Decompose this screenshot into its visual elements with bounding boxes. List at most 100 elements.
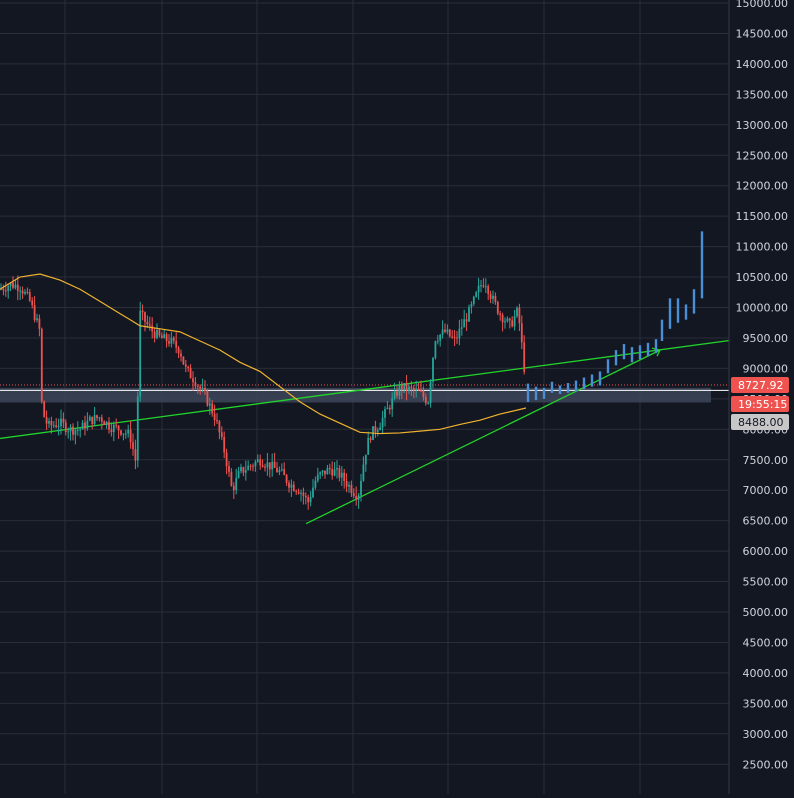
candle-body <box>475 292 478 297</box>
candle-body <box>213 413 216 421</box>
candle-body <box>369 437 372 440</box>
candle-body <box>384 409 386 418</box>
candle-body <box>254 461 257 467</box>
candle-body <box>520 323 523 343</box>
candle-body <box>480 285 482 287</box>
candle-body <box>343 472 346 482</box>
projection-bar <box>606 359 610 374</box>
candle-body <box>496 301 499 314</box>
candle-body <box>50 421 53 426</box>
candle-body <box>21 290 24 294</box>
candle-body <box>376 430 379 432</box>
candle-body <box>139 310 142 397</box>
candle-body <box>424 396 427 404</box>
candle-body <box>415 388 418 391</box>
candle-body <box>117 425 120 431</box>
candle-body <box>441 329 444 335</box>
countdown-badge <box>731 396 789 412</box>
candle-body <box>472 296 475 305</box>
candle-body <box>91 416 94 425</box>
candle-body <box>355 495 358 500</box>
ma-value-label: 8488.00 <box>738 416 784 429</box>
projection-bar <box>558 385 562 394</box>
candle-body <box>453 336 456 338</box>
price-zone[interactable] <box>0 387 711 403</box>
projection-bar <box>542 387 546 399</box>
candle-body <box>141 310 144 313</box>
candle-body <box>256 459 259 462</box>
candle-body <box>261 465 264 467</box>
projection-bar <box>630 347 634 363</box>
candle-body <box>477 285 480 293</box>
candle-body <box>100 417 103 422</box>
candle-body <box>278 470 281 473</box>
price-tick-label: 5000.00 <box>743 606 789 619</box>
projection-bar <box>566 383 570 393</box>
candle-body <box>386 407 389 410</box>
candle-body <box>172 337 175 341</box>
candle-body <box>244 470 247 473</box>
candle-body <box>33 305 36 321</box>
candle-body <box>98 417 101 419</box>
candle-body <box>120 430 122 435</box>
candle-body <box>247 465 250 471</box>
candle-body <box>28 292 31 301</box>
candle-body <box>2 288 5 291</box>
candle-body <box>319 472 322 475</box>
candle-body <box>494 295 497 302</box>
projection-bar <box>676 298 680 323</box>
candle-body <box>321 470 324 473</box>
candle-body <box>427 402 430 404</box>
candle-body <box>74 429 77 435</box>
candle-body <box>492 295 494 299</box>
candle-body <box>463 319 466 328</box>
candle-body <box>124 433 127 435</box>
candle-body <box>43 401 46 418</box>
zone-rect[interactable] <box>0 387 711 403</box>
projection-bar <box>692 289 696 314</box>
candle-body <box>283 469 286 476</box>
candle-body <box>12 282 14 288</box>
candle-body <box>523 342 526 372</box>
candle-body <box>132 442 134 450</box>
candle-body <box>273 461 276 468</box>
candle-body <box>96 415 98 419</box>
candle-body <box>204 387 206 391</box>
candle-body <box>422 390 425 397</box>
candle-body <box>432 357 434 382</box>
price-tick-label: 14500.00 <box>736 27 789 40</box>
candle-body <box>429 381 432 403</box>
price-labels: 8727.92 19:55:15 8488.00 <box>731 377 789 430</box>
candle-body <box>367 437 370 455</box>
candle-body <box>175 340 178 348</box>
candle-body <box>55 425 58 428</box>
candle-body <box>489 293 492 299</box>
projection-bar <box>534 386 538 401</box>
candle-body <box>249 465 252 467</box>
countdown-label: 19:55:15 <box>738 398 787 411</box>
projection-bar <box>646 342 650 357</box>
candle-body <box>364 454 367 465</box>
trend-arrow-head <box>651 347 661 357</box>
price-tick-label: 7000.00 <box>743 484 789 497</box>
projection-bar <box>654 339 658 354</box>
candle-body <box>69 426 72 432</box>
candle-body <box>19 290 22 292</box>
candle-body <box>379 427 382 431</box>
candle-body <box>163 334 166 339</box>
candle-body <box>302 492 305 496</box>
projection-bar <box>550 381 554 393</box>
price-tick-label: 11000.00 <box>736 241 789 254</box>
candle-body <box>516 307 518 317</box>
candle-body <box>324 470 326 475</box>
candle-body <box>192 378 194 383</box>
candle-body <box>67 431 70 433</box>
candle-body <box>508 318 511 321</box>
candle-body <box>357 495 360 500</box>
candle-body <box>338 468 341 478</box>
moving-average-line <box>0 273 527 435</box>
projection-bar <box>638 345 642 360</box>
candle-body <box>506 318 509 322</box>
candle-body <box>60 418 62 427</box>
